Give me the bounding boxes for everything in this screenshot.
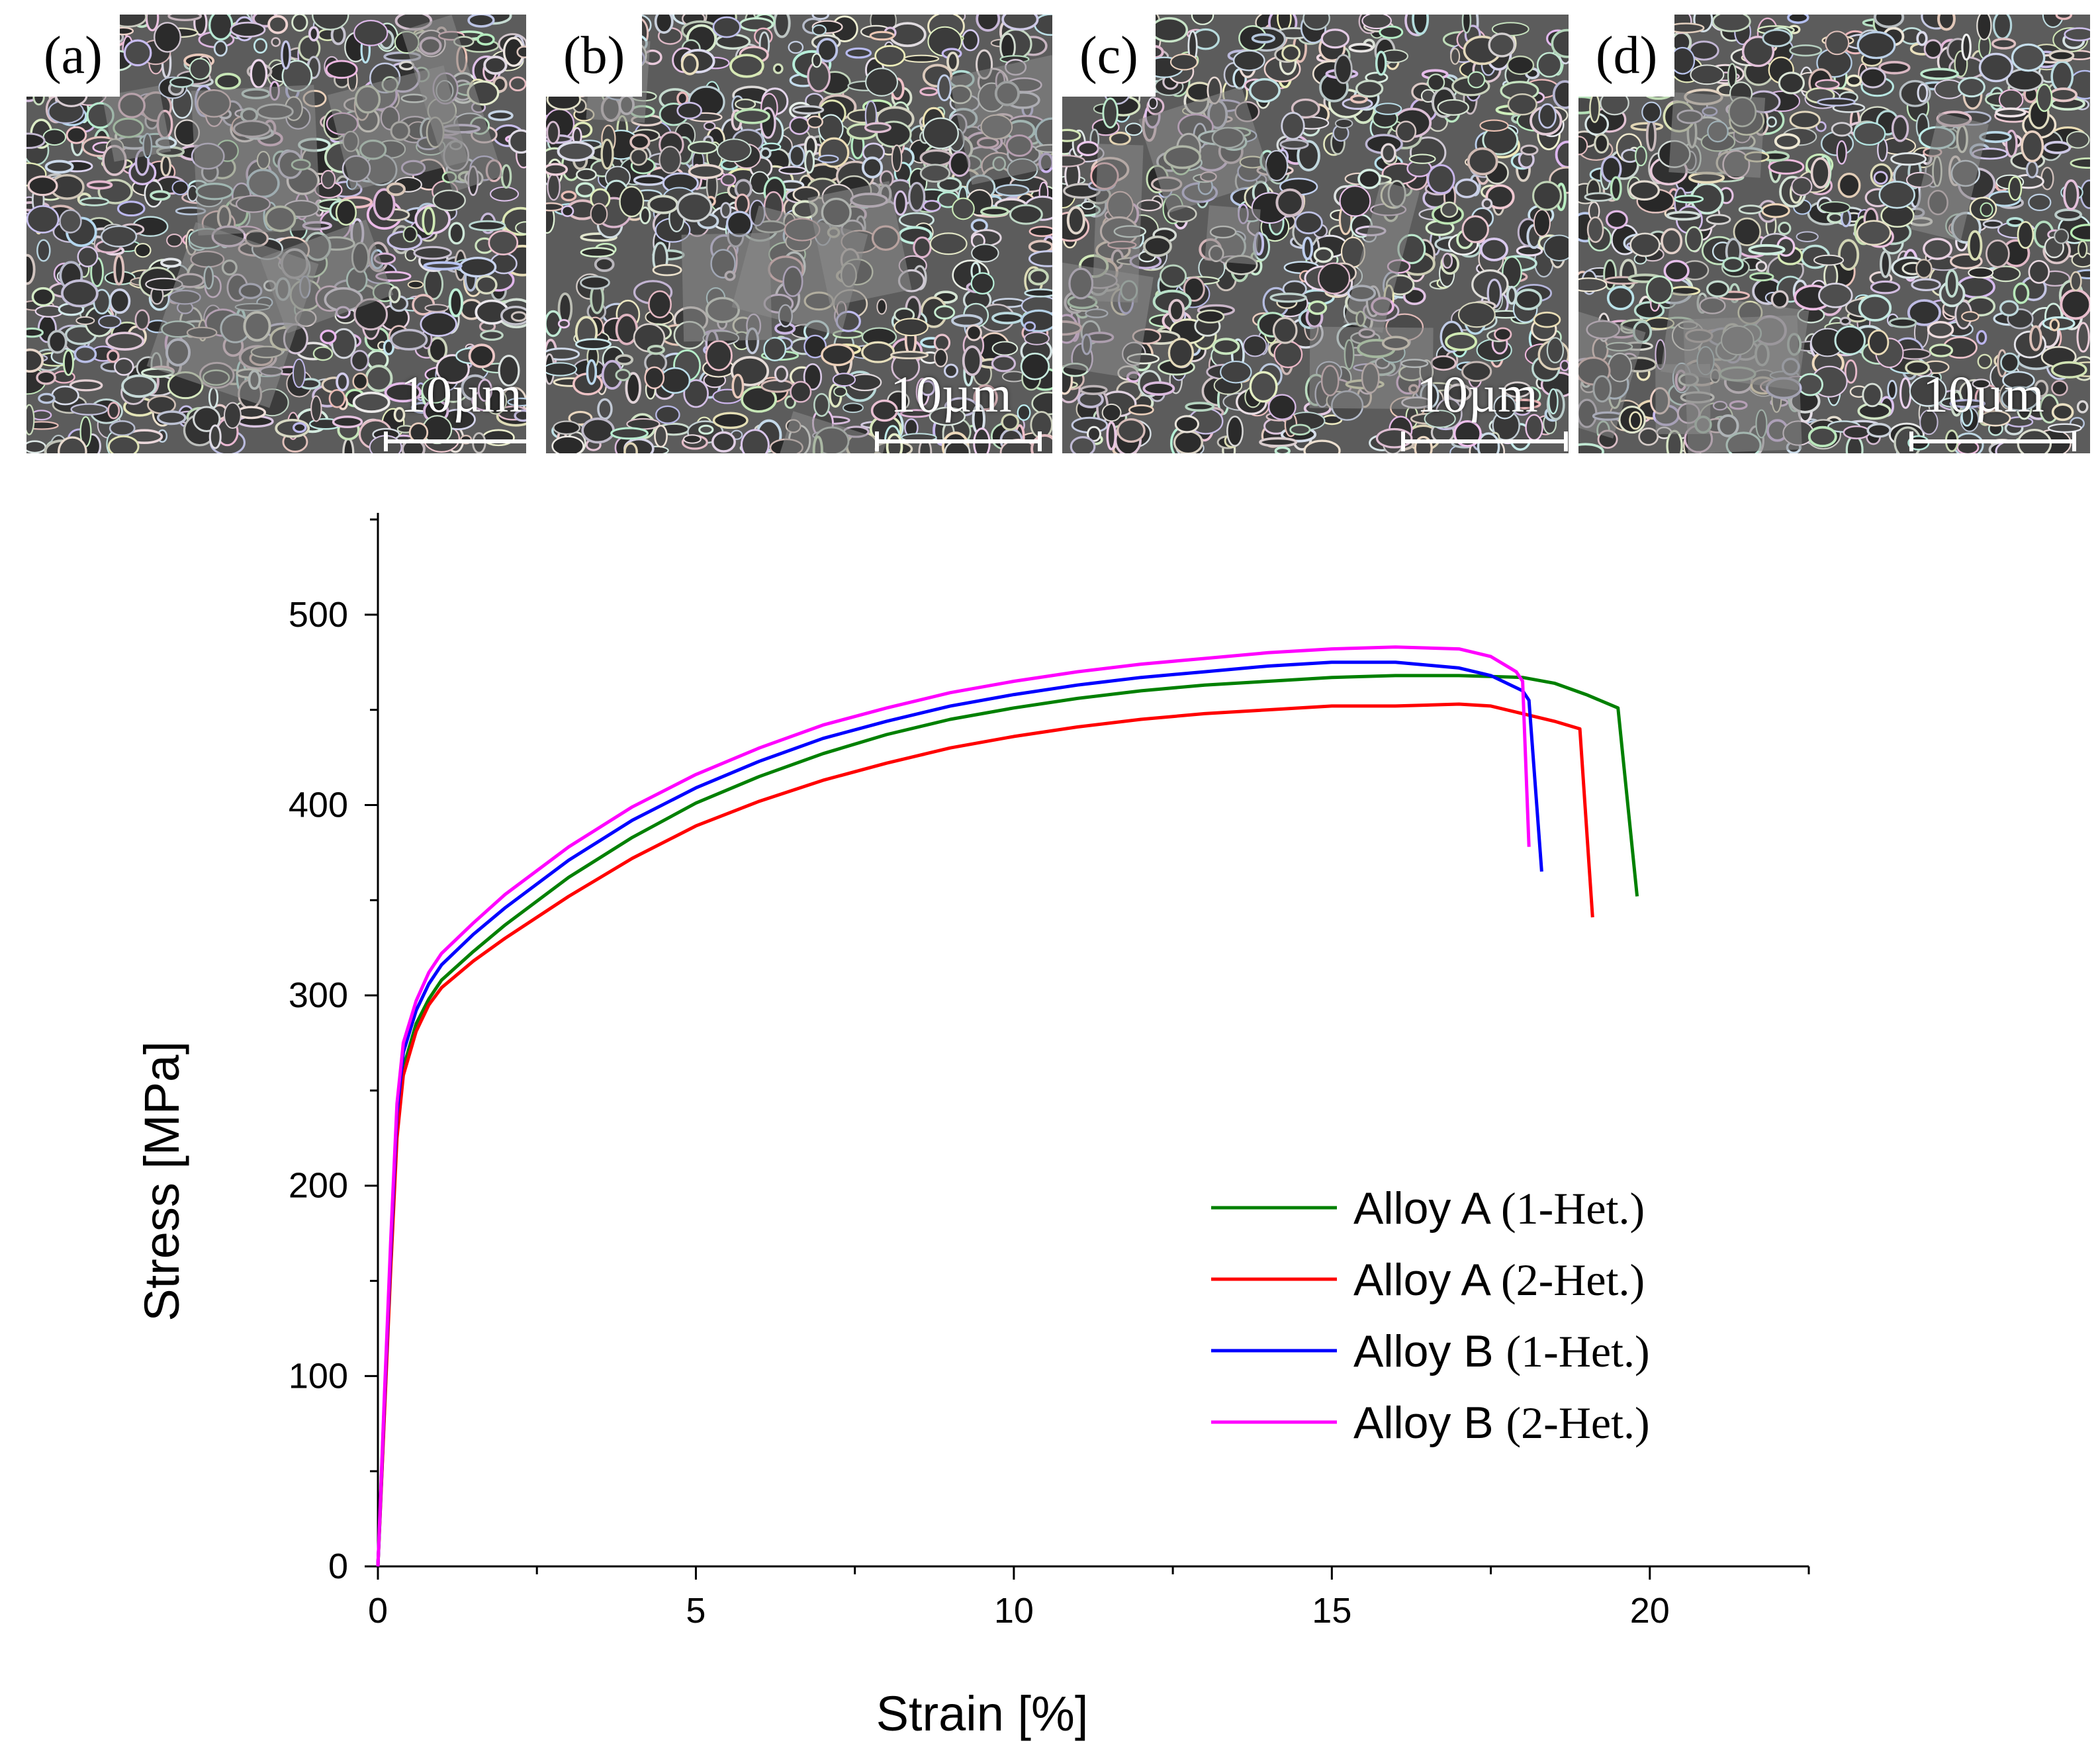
sem-image-row: (a) 10µm (b) 10µm (c) 10µm (d) 10µm bbox=[0, 0, 2100, 453]
series-line-4 bbox=[376, 645, 1531, 1567]
fracture-surface-texture bbox=[1062, 15, 1569, 453]
legend-label-main: Alloy B bbox=[1353, 1398, 1506, 1448]
legend-item: Alloy B (2-Het.) bbox=[1211, 1398, 1650, 1448]
stress-strain-chart: 0 100 200 300 400 500 0 5 10 15 20 Strain [%] Stre… bbox=[134, 513, 1810, 1741]
series-line-1 bbox=[376, 674, 1639, 1567]
chart-legend: Alloy A (1-Het.)Alloy A (2-Het.)Alloy B … bbox=[1211, 1183, 1650, 1448]
x-tick-label: 5 bbox=[686, 1591, 706, 1631]
chart-series bbox=[376, 645, 1639, 1567]
legend-label-main: Alloy B bbox=[1353, 1326, 1506, 1376]
legend-label-main: Alloy A bbox=[1353, 1183, 1501, 1234]
y-tick-label: 500 bbox=[289, 595, 348, 635]
y-tick-label: 200 bbox=[289, 1166, 348, 1206]
y-axis-label: Stress [MPa] bbox=[134, 1041, 189, 1322]
y-tick-label: 300 bbox=[289, 975, 348, 1015]
x-tick-label: 0 bbox=[368, 1591, 388, 1631]
panel-label: (b) bbox=[546, 15, 643, 97]
x-tick-label: 10 bbox=[994, 1591, 1034, 1631]
fracture-surface-texture bbox=[546, 15, 1052, 453]
scale-bar bbox=[1401, 431, 1568, 451]
series-line-2 bbox=[376, 702, 1594, 1567]
x-axis-label: Strain [%] bbox=[876, 1686, 1089, 1741]
x-tick-label: 15 bbox=[1312, 1591, 1351, 1631]
legend-label-main: Alloy A bbox=[1353, 1255, 1501, 1305]
scale-bar bbox=[875, 431, 1042, 451]
chart-axes: 0 100 200 300 400 500 0 5 10 15 20 bbox=[289, 513, 1810, 1631]
sem-panel-c: (c) 10µm bbox=[1062, 15, 1569, 453]
x-tick-label: 20 bbox=[1630, 1591, 1670, 1631]
sem-panel-b: (b) 10µm bbox=[546, 15, 1052, 453]
sem-panel-d: (d) 10µm bbox=[1578, 15, 2090, 453]
legend-label: Alloy B (1-Het.) bbox=[1353, 1326, 1650, 1376]
legend-label-suffix: (1-Het.) bbox=[1506, 1326, 1650, 1376]
scale-bar-label: 10µm bbox=[1923, 365, 2044, 423]
legend-item: Alloy A (2-Het.) bbox=[1211, 1255, 1645, 1305]
panel-label: (c) bbox=[1062, 15, 1156, 97]
fracture-surface-texture bbox=[1578, 15, 2090, 453]
scale-bar bbox=[1909, 431, 2076, 451]
scale-bar-label: 10µm bbox=[1416, 365, 1538, 423]
panel-label: (d) bbox=[1578, 15, 1675, 97]
panel-label: (a) bbox=[26, 15, 120, 97]
legend-item: Alloy A (1-Het.) bbox=[1211, 1183, 1645, 1234]
legend-label: Alloy A (1-Het.) bbox=[1353, 1183, 1645, 1234]
scale-bar-label: 10µm bbox=[890, 365, 1012, 423]
scale-bar-label: 10µm bbox=[400, 365, 522, 423]
y-tick-label: 400 bbox=[289, 785, 348, 825]
series-line-3 bbox=[376, 660, 1543, 1567]
legend-label: Alloy B (2-Het.) bbox=[1353, 1398, 1650, 1448]
legend-label-suffix: (1-Het.) bbox=[1501, 1183, 1645, 1234]
sem-panel-a: (a) 10µm bbox=[26, 15, 526, 453]
legend-label-suffix: (2-Het.) bbox=[1506, 1398, 1650, 1448]
legend-label-suffix: (2-Het.) bbox=[1501, 1255, 1645, 1305]
y-tick-label: 0 bbox=[328, 1547, 348, 1586]
legend-label: Alloy A (2-Het.) bbox=[1353, 1255, 1645, 1305]
scale-bar bbox=[384, 431, 526, 451]
y-tick-label: 100 bbox=[289, 1356, 348, 1396]
legend-item: Alloy B (1-Het.) bbox=[1211, 1326, 1650, 1376]
